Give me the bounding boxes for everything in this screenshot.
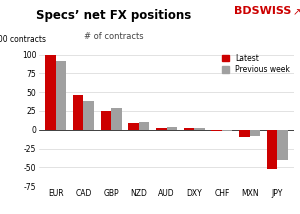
Bar — [194, 128, 205, 130]
Bar — [267, 130, 278, 169]
Legend: Latest, Previous week: Latest, Previous week — [222, 54, 290, 74]
Bar — [222, 130, 232, 131]
Text: Specs’ net FX positions: Specs’ net FX positions — [36, 9, 192, 22]
Text: # of contracts: # of contracts — [84, 32, 144, 41]
Bar — [278, 130, 288, 160]
Bar — [156, 128, 166, 130]
Bar — [100, 111, 111, 130]
Bar — [111, 108, 122, 130]
Bar — [128, 123, 139, 130]
Bar — [239, 130, 250, 137]
Text: ↗: ↗ — [292, 7, 300, 18]
Bar — [250, 130, 260, 136]
Text: BDSWISS: BDSWISS — [234, 6, 291, 16]
Bar — [56, 61, 66, 130]
Bar — [45, 55, 56, 130]
Bar — [184, 128, 194, 130]
Bar — [73, 95, 83, 130]
Bar — [212, 130, 222, 131]
Bar — [167, 127, 177, 130]
Bar — [83, 101, 94, 130]
Bar — [139, 122, 149, 130]
Text: 000 contracts: 000 contracts — [0, 35, 46, 44]
